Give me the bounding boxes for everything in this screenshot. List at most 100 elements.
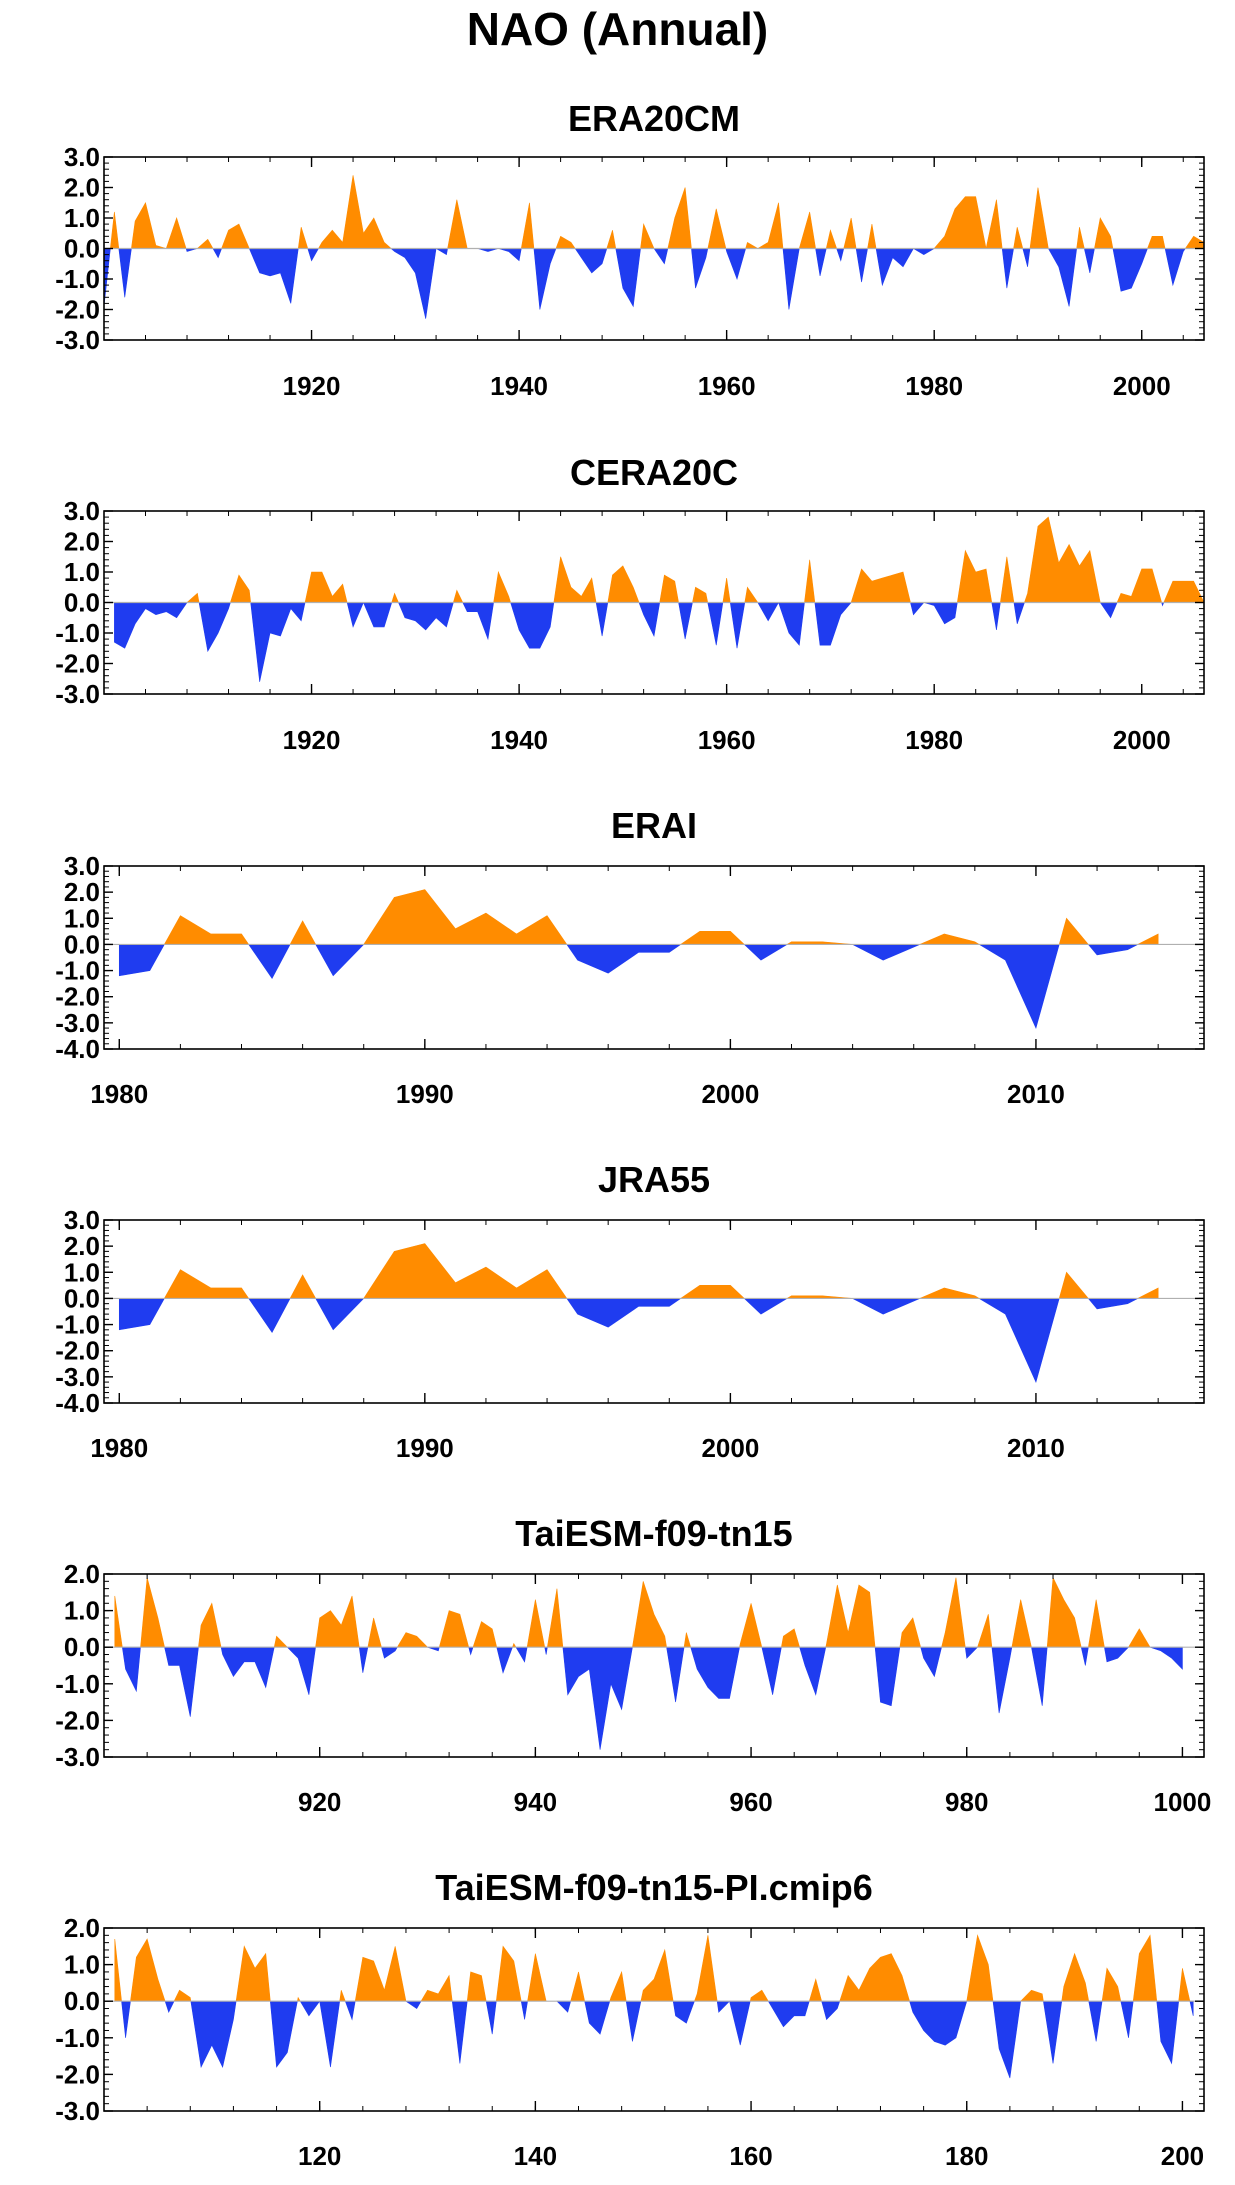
negative-area	[725, 248, 747, 280]
x-tick-label: 1960	[698, 371, 756, 401]
negative-area	[964, 1646, 979, 1659]
x-tick-label: 1920	[283, 371, 341, 401]
negative-area	[121, 2000, 131, 2038]
negative-area	[852, 944, 920, 961]
y-tick-label: -3.0	[55, 1008, 100, 1038]
positive-area	[520, 202, 535, 249]
negative-area	[910, 602, 925, 616]
figure-title: NAO (Annual)	[466, 3, 769, 55]
positive-area	[966, 1934, 994, 2002]
negative-area	[923, 602, 958, 625]
positive-area	[495, 1945, 522, 2002]
negative-area	[625, 2000, 642, 2042]
positive-area	[798, 211, 816, 249]
negative-area	[1104, 1646, 1130, 1663]
positive-area	[114, 1595, 123, 1648]
negative-area	[653, 248, 669, 265]
negative-area	[1087, 1298, 1138, 1310]
negative-area	[434, 248, 448, 256]
negative-area	[515, 1646, 528, 1663]
positive-area	[165, 217, 187, 249]
positive-area	[163, 915, 250, 945]
y-tick-label: 2.0	[64, 1559, 100, 1589]
y-tick-label: -1.0	[55, 618, 100, 648]
negative-area	[729, 2000, 751, 2046]
positive-area	[756, 202, 784, 249]
negative-area	[362, 602, 393, 628]
negative-area	[307, 248, 319, 262]
negative-area	[248, 1298, 291, 1333]
y-tick-label: 0.0	[64, 1986, 100, 2016]
negative-area	[584, 2000, 611, 2035]
positive-area	[607, 565, 640, 603]
chart-title: ERA20CM	[568, 98, 740, 139]
plot-frame	[103, 1573, 1205, 1758]
negative-area	[485, 2000, 497, 2035]
positive-area	[1101, 1967, 1122, 2002]
negative-area	[381, 1646, 398, 1659]
x-tick-label: 140	[514, 2141, 557, 2171]
negative-area	[451, 2000, 468, 2064]
x-tick-label: 920	[298, 1787, 341, 1817]
chart-panel-2: CERA20C 3.02.01.00.0-1.0-2.0-3.0 1920 1940 1…	[55, 452, 1205, 755]
negative-area	[198, 602, 231, 653]
y-tick-label: 2.0	[64, 1231, 100, 1261]
negative-area	[556, 2000, 572, 2013]
negative-area	[1149, 1646, 1183, 1670]
x-tick-label: 960	[729, 1787, 772, 1817]
positive-area	[452, 589, 464, 603]
positive-area	[553, 556, 597, 603]
negative-area	[782, 248, 800, 310]
negative-area	[991, 1646, 1013, 1714]
y-tick-label: -3.0	[55, 2096, 100, 2126]
positive-area	[1137, 933, 1159, 945]
negative-area	[1022, 248, 1031, 267]
plot-frame	[103, 865, 1205, 1050]
positive-area	[692, 586, 709, 603]
positive-area	[679, 931, 746, 945]
x-tick-label: 180	[945, 2141, 988, 2171]
negative-area	[1087, 944, 1138, 956]
negative-area	[815, 248, 827, 277]
chart-title: TaiESM-f09-tn15	[515, 1513, 792, 1554]
positive-area	[941, 1577, 966, 1648]
chart-panel-1: ERA20CM 3.02.01.00.0-1.0-2.0-3.0 1920 1940 1…	[55, 98, 1205, 401]
negative-area	[1083, 248, 1095, 273]
positive-area	[683, 1632, 692, 1648]
negative-area	[114, 602, 188, 649]
positive-area	[839, 1953, 910, 2002]
positive-area	[196, 238, 214, 249]
negative-area	[595, 602, 609, 637]
y-tick-label: 0.0	[64, 1283, 100, 1313]
negative-area	[991, 602, 1001, 631]
positive-area	[919, 933, 981, 945]
negative-area	[821, 2000, 841, 2021]
positive-area	[899, 1617, 922, 1648]
x-tick-label: 2000	[1113, 725, 1171, 755]
positive-area	[315, 1595, 360, 1648]
positive-area	[289, 920, 317, 945]
positive-area	[659, 574, 679, 603]
negative-area	[1047, 248, 1078, 307]
positive-area	[1127, 1628, 1151, 1648]
y-tick-label: -4.0	[55, 1388, 100, 1418]
negative-area	[164, 2000, 175, 2013]
negative-area	[1156, 2000, 1180, 2065]
positive-area	[1163, 580, 1205, 603]
x-tick-label: 940	[514, 1787, 557, 1817]
negative-area	[566, 1298, 682, 1328]
positive-area	[919, 1287, 981, 1299]
y-tick-label: -1.0	[55, 264, 100, 294]
negative-area	[678, 602, 693, 640]
positive-area	[363, 1243, 568, 1299]
positive-area	[667, 187, 692, 249]
positive-area	[1029, 187, 1049, 249]
negative-area	[1120, 2000, 1134, 2038]
negative-area	[344, 2000, 356, 2021]
positive-area	[744, 586, 759, 603]
positive-area	[493, 570, 512, 603]
y-tick-label: 1.0	[64, 203, 100, 233]
negative-area	[562, 1646, 633, 1750]
positive-area	[640, 222, 655, 249]
negative-area	[498, 248, 522, 262]
